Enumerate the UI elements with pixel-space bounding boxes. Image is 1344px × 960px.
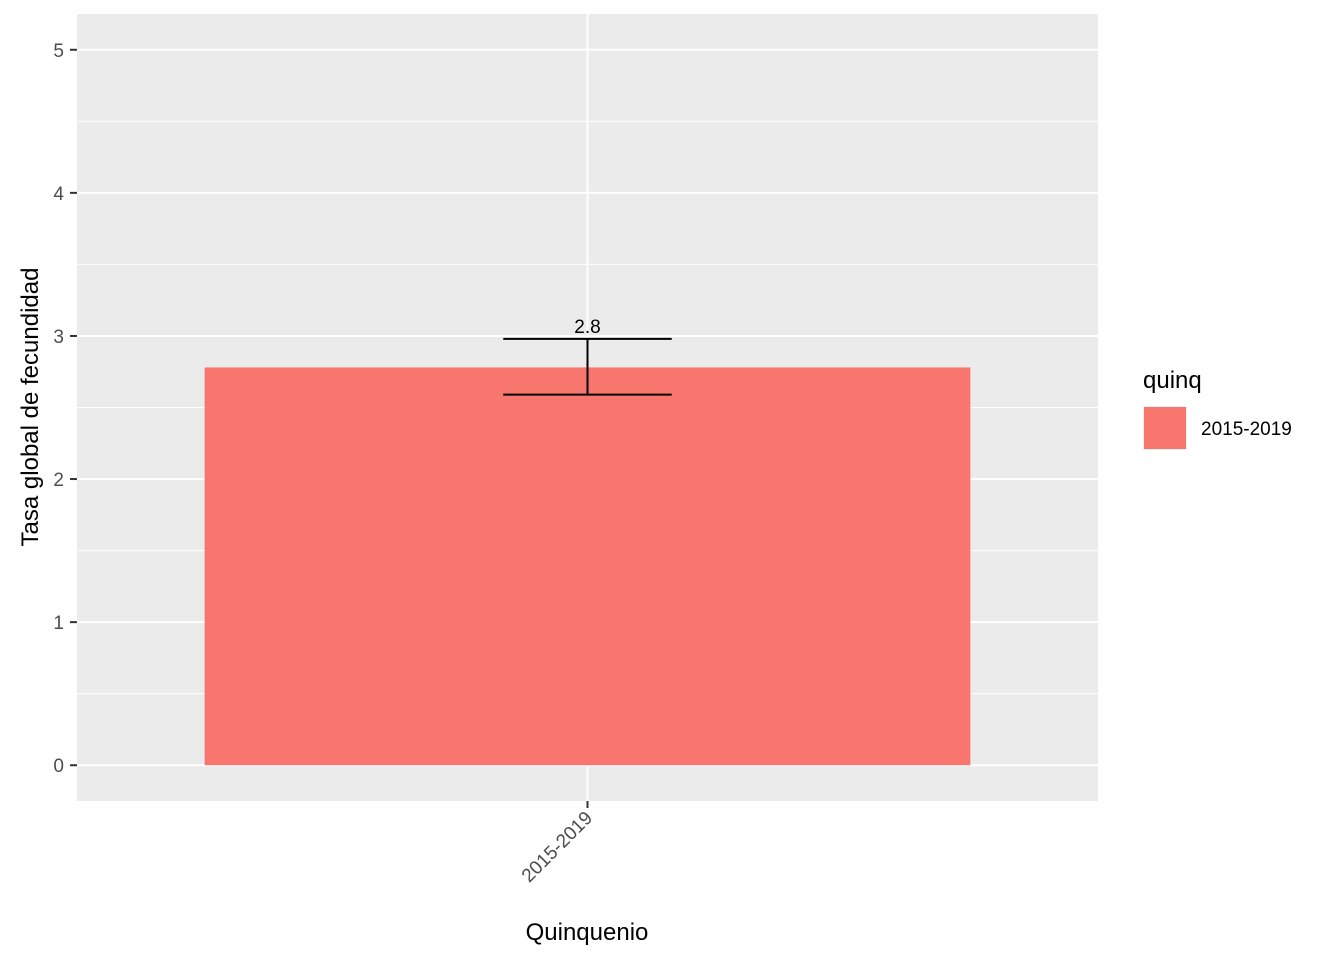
y-tick-label: 4 (53, 184, 64, 205)
y-axis: 0 1 2 3 4 5 (53, 41, 77, 777)
bar (204, 367, 971, 766)
data-labels: 2.8 (574, 317, 600, 338)
data-label: 2.8 (574, 317, 600, 338)
x-axis-title: Quinquenio (526, 919, 649, 946)
x-axis: 2015-2019 (518, 801, 597, 887)
y-tick-label: 2 (53, 470, 64, 491)
legend-title: quinq (1143, 367, 1202, 394)
error-bars (503, 337, 672, 396)
legend: quinq 2015-2019 (1143, 367, 1292, 450)
bars (204, 367, 971, 766)
y-axis-title: Tasa global de fecundidad (17, 268, 44, 547)
legend-swatch (1144, 407, 1186, 449)
y-tick-label: 3 (53, 327, 64, 348)
y-tick-label: 0 (53, 756, 64, 777)
legend-label: 2015-2019 (1201, 419, 1292, 440)
legend-entries: 2015-2019 (1143, 406, 1292, 450)
x-tick-label: 2015-2019 (518, 808, 597, 887)
y-tick-label: 1 (53, 613, 64, 634)
y-tick-label: 5 (53, 41, 64, 62)
